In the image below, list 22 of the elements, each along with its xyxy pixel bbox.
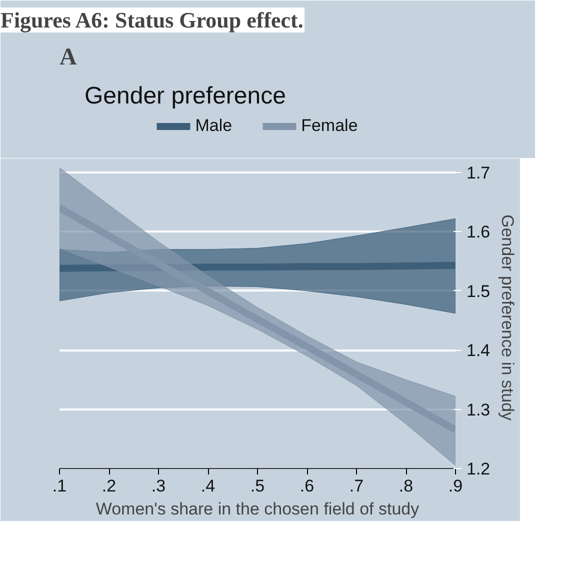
x-tick-label: .7 [349,476,364,496]
x-tick-label: .8 [398,476,414,496]
y-tick-label: 1.6 [466,222,490,242]
legend-label: Female [301,116,358,136]
x-tick-label: .5 [250,476,265,496]
y-axis-title: Gender preference in study [498,214,518,422]
text: Figures A6: Status Group effect. [0,8,304,32]
chart-title: Gender preference [84,82,286,110]
x-axis-title: Women's share in the chosen field of study [96,500,420,518]
x-tick-label: .2 [102,476,116,496]
legend-label: Male [195,116,232,136]
x-tick-label: .9 [448,476,463,496]
x-tick-label: .3 [151,476,166,496]
y-tick-label: 1.2 [466,460,490,478]
y-tick-label: 1.3 [466,400,490,420]
x-tick-label: .1 [52,476,67,496]
y-tick-label: 1.4 [466,341,490,360]
text: A [60,44,78,70]
y-tick-label: 1.5 [466,282,490,301]
x-tick-label: .6 [300,476,314,496]
x-tick-label: .4 [200,476,216,496]
y-tick-label: 1.7 [466,163,490,182]
